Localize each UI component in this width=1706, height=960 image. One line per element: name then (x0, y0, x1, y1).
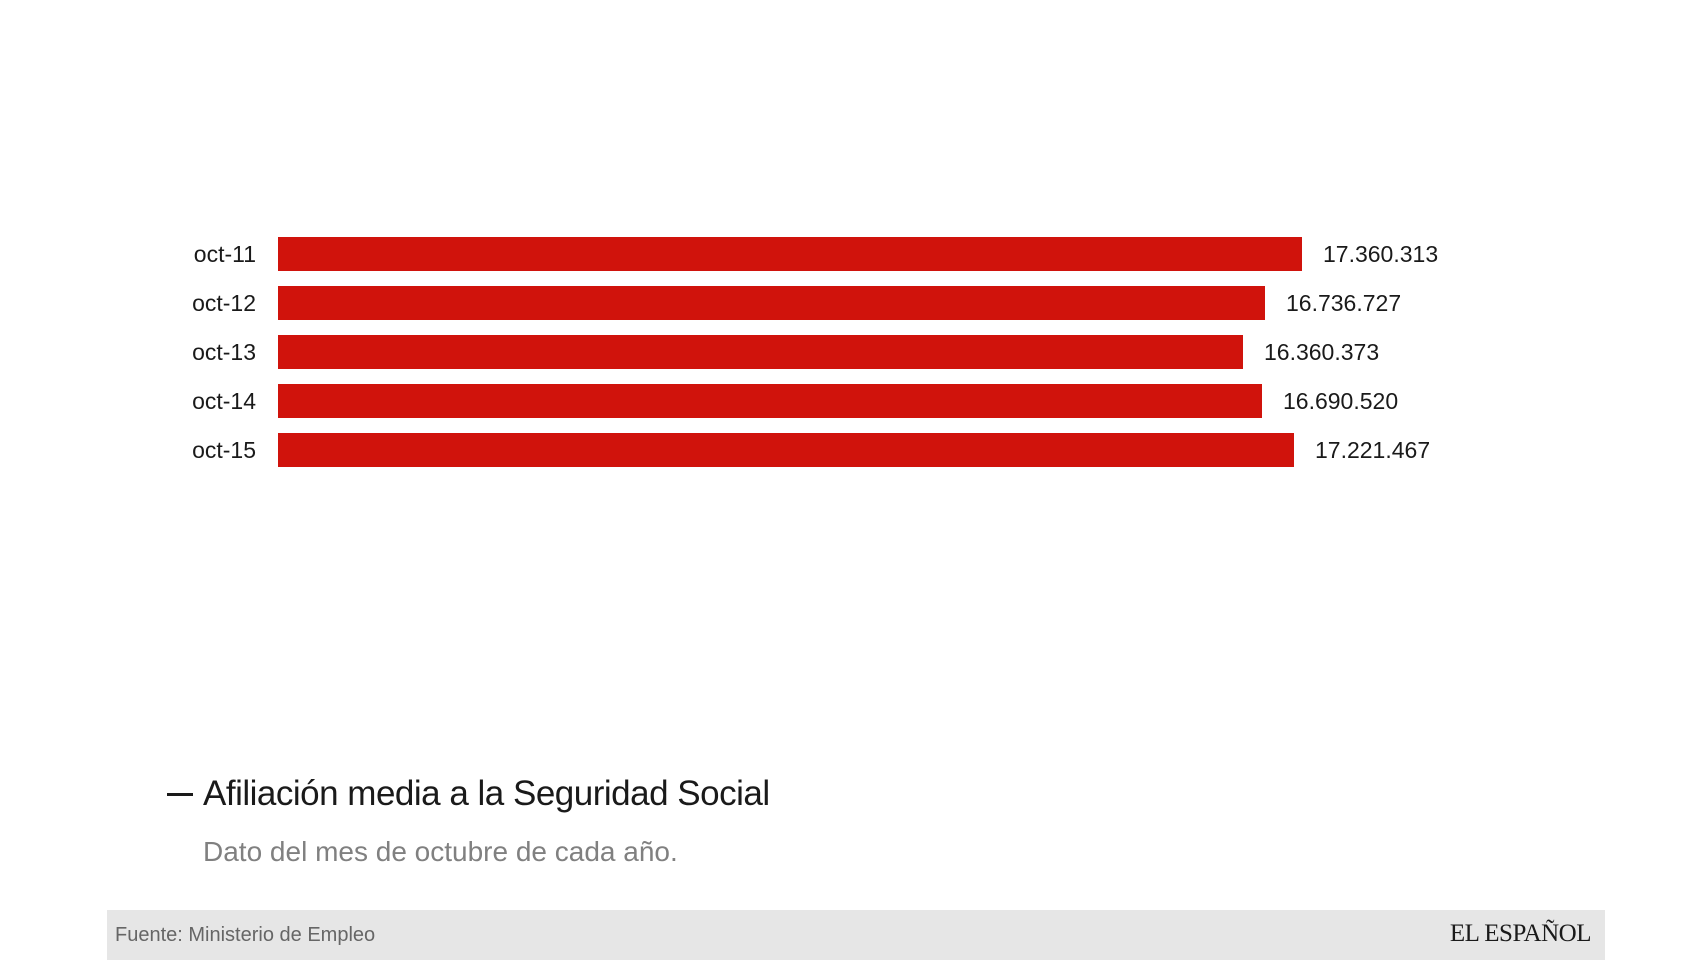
value-label: 16.690.520 (1283, 388, 1398, 414)
footer-bar: Fuente: Ministerio de Empleo EL ESPAÑOL (107, 910, 1605, 960)
category-label: oct-13 (192, 339, 256, 365)
chart-title-block: Afiliación media a la Seguridad Social (167, 774, 770, 814)
chart-subtitle: Dato del mes de octubre de cada año. (203, 836, 678, 867)
value-label: 16.360.373 (1264, 339, 1379, 365)
value-label: 17.221.467 (1315, 437, 1430, 463)
title-dash (167, 792, 193, 796)
bar-oct-11[interactable] (278, 237, 1302, 271)
bar-oct-14[interactable] (278, 384, 1262, 418)
bar-oct-13[interactable] (278, 335, 1243, 369)
brand-logo[interactable]: EL ESPAÑOL (1449, 920, 1592, 947)
bar-oct-15[interactable] (278, 433, 1294, 467)
category-label: oct-15 (192, 437, 256, 463)
value-label: 17.360.313 (1323, 241, 1438, 267)
category-label: oct-11 (194, 241, 256, 267)
chart-title: Afiliación media a la Seguridad Social (203, 774, 770, 813)
category-label: oct-12 (192, 290, 256, 316)
bar-chart: oct-11 17.360.313 oct-12 16.736.727 oct-13 16… (192, 237, 1438, 467)
bar-oct-12[interactable] (278, 286, 1265, 320)
source-note: Fuente: Ministerio de Empleo (115, 924, 376, 946)
category-label: oct-14 (192, 388, 256, 414)
value-label: 16.736.727 (1286, 290, 1401, 316)
